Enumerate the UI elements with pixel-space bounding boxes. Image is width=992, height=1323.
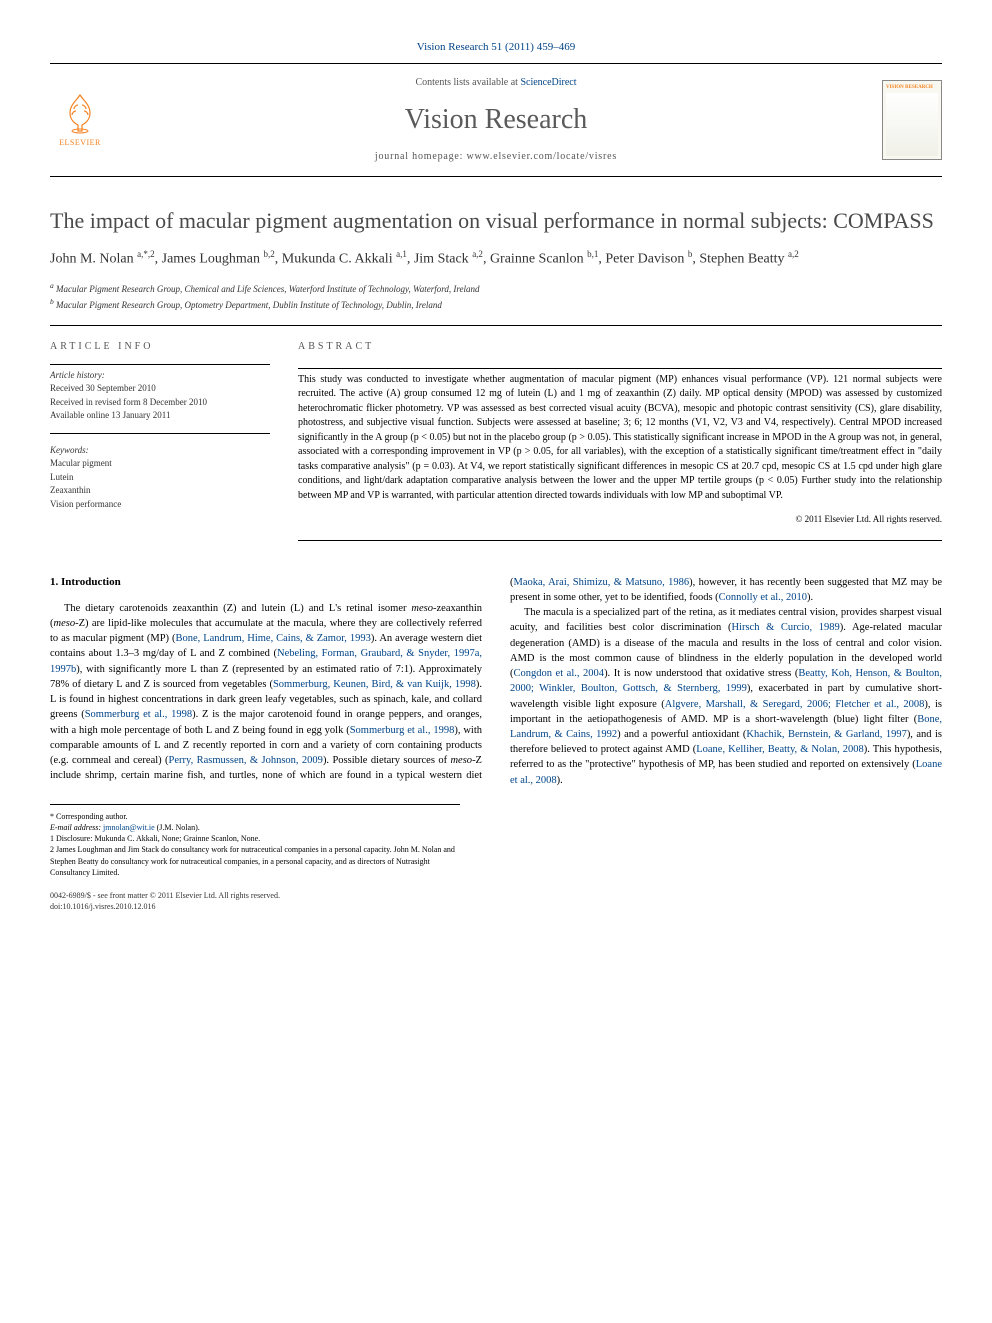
body-text: 1. Introduction The dietary carotenoids …	[50, 575, 942, 788]
contents-line: Contents lists available at ScienceDirec…	[110, 76, 882, 90]
abstract-text: This study was conducted to investigate …	[298, 373, 942, 504]
contents-text: Contents lists available at	[415, 77, 520, 88]
abstract-copyright: © 2011 Elsevier Ltd. All rights reserved…	[298, 513, 942, 526]
footnotes: * Corresponding author. E-mail address: …	[50, 804, 460, 878]
online-date: Available online 13 January 2011	[50, 409, 270, 423]
sciencedirect-link[interactable]: ScienceDirect	[520, 77, 576, 88]
ref-link[interactable]: Connolly et al., 2010	[719, 592, 807, 603]
page-footer: 0042-6989/$ - see front matter © 2011 El…	[50, 890, 942, 912]
abstract-heading: ABSTRACT	[298, 340, 942, 354]
affiliation-b: Macular Pigment Research Group, Optometr…	[56, 300, 442, 310]
journal-name: Vision Research	[110, 100, 882, 139]
journal-header: ELSEVIER Contents lists available at Sci…	[50, 68, 942, 171]
article-info-heading: ARTICLE INFO	[50, 340, 270, 354]
article-info-column: ARTICLE INFO Article history: Received 3…	[50, 326, 270, 545]
elsevier-label: ELSEVIER	[59, 137, 101, 148]
received-date: Received 30 September 2010	[50, 382, 270, 396]
journal-cover-thumbnail: VISION RESEARCH	[882, 80, 942, 160]
article-title: The impact of macular pigment augmentati…	[50, 207, 942, 235]
front-matter: 0042-6989/$ - see front matter © 2011 El…	[50, 890, 280, 901]
history-label: Article history:	[50, 369, 270, 383]
rule-top	[50, 63, 942, 64]
article-history: Article history: Received 30 September 2…	[50, 369, 270, 434]
ref-link[interactable]: Sommerburg et al., 1998	[85, 709, 192, 720]
elsevier-tree-icon	[58, 91, 102, 135]
keyword: Vision performance	[50, 498, 270, 512]
affiliation-a: Macular Pigment Research Group, Chemical…	[56, 284, 480, 294]
cover-body	[886, 93, 938, 156]
citation-link[interactable]: Vision Research 51 (2011) 459–469	[417, 41, 575, 53]
keywords-block: Keywords: Macular pigment Lutein Zeaxant…	[50, 444, 270, 522]
email-line: E-mail address: jmnolan@wit.ie (J.M. Nol…	[50, 822, 460, 833]
affiliations: a Macular Pigment Research Group, Chemic…	[50, 280, 942, 313]
ref-link[interactable]: Perry, Rasmussen, & Johnson, 2009	[169, 755, 323, 766]
keyword: Macular pigment	[50, 457, 270, 471]
running-head: Vision Research 51 (2011) 459–469	[50, 40, 942, 55]
authors-line: John M. Nolan a,*,2, James Loughman b,2,…	[50, 248, 942, 270]
revised-date: Received in revised form 8 December 2010	[50, 396, 270, 410]
section-heading-1: 1. Introduction	[50, 575, 482, 591]
corresponding-author: * Corresponding author.	[50, 811, 460, 822]
keywords-label: Keywords:	[50, 444, 270, 458]
ref-link[interactable]: Loane, Kelliher, Beatty, & Nolan, 2008	[696, 744, 864, 755]
cover-title: VISION RESEARCH	[886, 84, 938, 91]
rule-header-bottom	[50, 176, 942, 177]
keyword: Lutein	[50, 471, 270, 485]
ref-link[interactable]: Maoka, Arai, Shimizu, & Matsuno, 1986	[514, 577, 690, 588]
ref-link[interactable]: Congdon et al., 2004	[514, 668, 605, 679]
keyword: Zeaxanthin	[50, 484, 270, 498]
homepage-line: journal homepage: www.elsevier.com/locat…	[110, 150, 882, 164]
ref-link[interactable]: Algvere, Marshall, & Seregard, 2006; Fle…	[665, 699, 925, 710]
body-para-2: The macula is a specialized part of the …	[510, 605, 942, 788]
ref-link[interactable]: Khachik, Bernstein, & Garland, 1997	[746, 729, 906, 740]
email-link[interactable]: jmnolan@wit.ie	[103, 823, 155, 832]
elsevier-logo: ELSEVIER	[50, 85, 110, 155]
ref-link[interactable]: Hirsch & Curcio, 1989	[731, 622, 839, 633]
ref-link[interactable]: Sommerburg, Keunen, Bird, & van Kuijk, 1…	[273, 679, 476, 690]
ref-link[interactable]: Sommerburg et al., 1998	[350, 725, 455, 736]
ref-link[interactable]: Bone, Landrum, Hime, Cains, & Zamor, 199…	[175, 633, 370, 644]
footnote-2: 2 James Loughman and Jim Stack do consul…	[50, 844, 460, 878]
doi: doi:10.1016/j.visres.2010.12.016	[50, 901, 280, 912]
footnote-1: 1 Disclosure: Mukunda C. Akkali, None; G…	[50, 833, 460, 844]
abstract-column: ABSTRACT This study was conducted to inv…	[298, 326, 942, 545]
